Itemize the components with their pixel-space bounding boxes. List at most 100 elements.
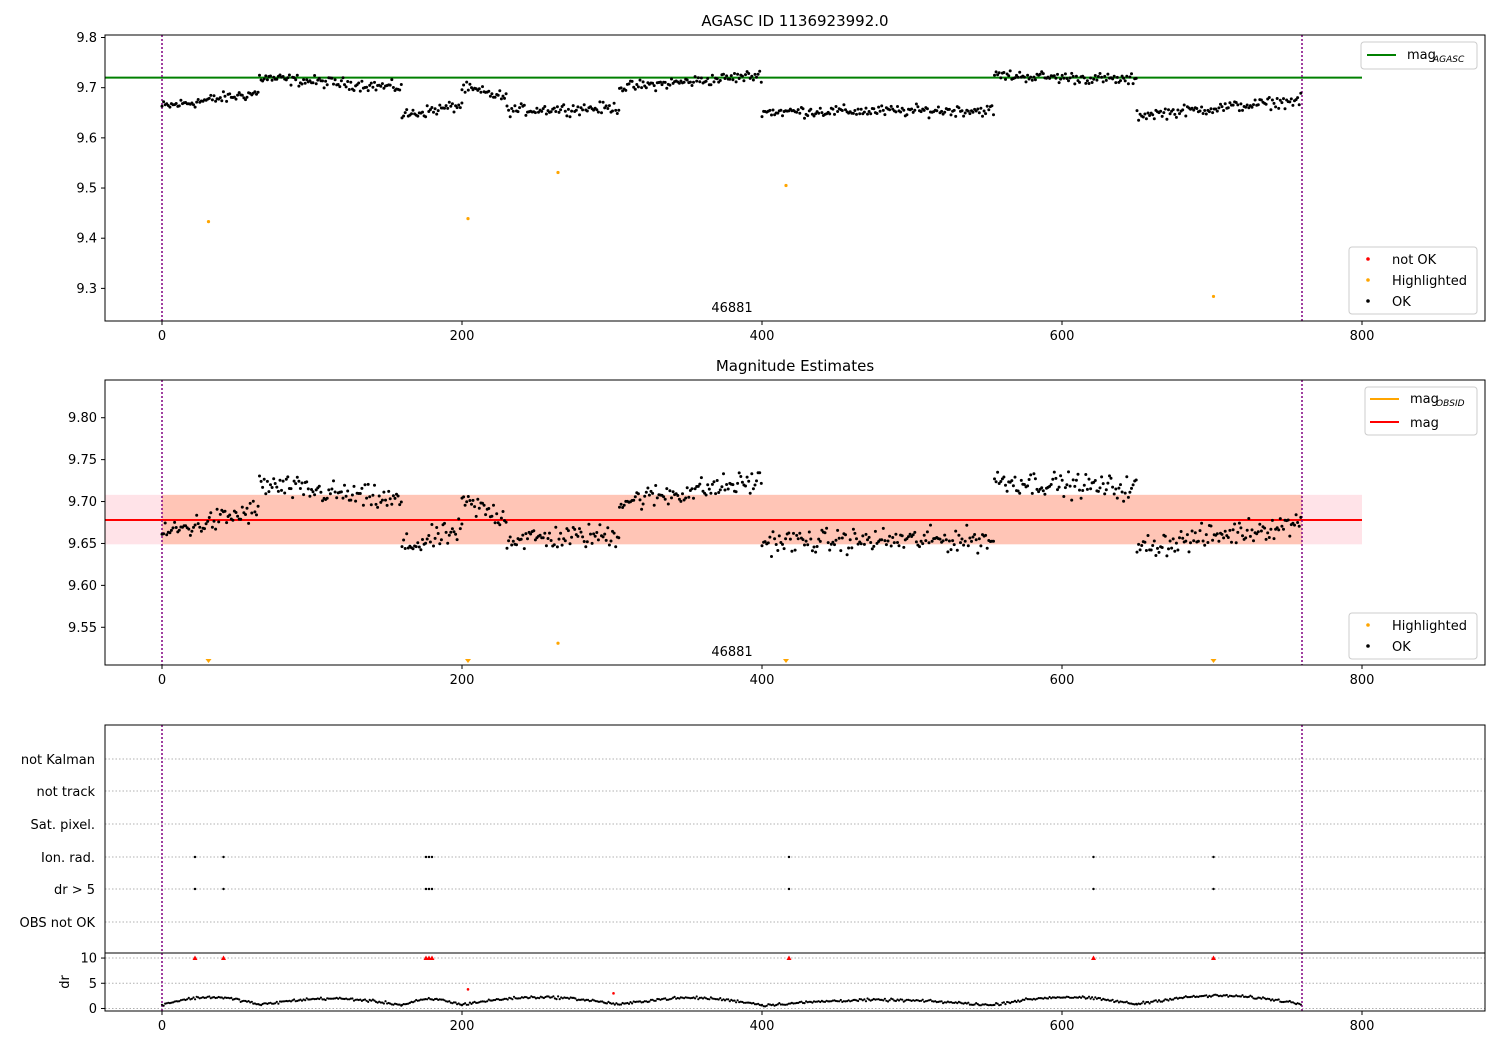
- dr-point: [349, 997, 352, 1000]
- ok-point: [985, 546, 989, 550]
- ok-point: [598, 523, 602, 527]
- ok-point: [748, 76, 752, 80]
- ok-point: [718, 79, 722, 82]
- ok-point: [1294, 513, 1298, 517]
- ok-point: [1057, 485, 1061, 489]
- ok-point: [1184, 114, 1188, 118]
- ok-point: [1137, 118, 1141, 122]
- ok-point: [193, 105, 197, 109]
- dr-point: [643, 1000, 646, 1003]
- ok-point: [1120, 490, 1124, 494]
- ok-point: [880, 538, 884, 542]
- dr-point: [863, 998, 866, 1001]
- ok-point: [1051, 477, 1055, 481]
- ok-point: [173, 520, 177, 524]
- ok-point: [1289, 97, 1293, 101]
- ok-point: [685, 78, 689, 82]
- ok-point: [718, 488, 722, 492]
- dr-point: [990, 1004, 994, 1007]
- ok-point: [1071, 478, 1075, 482]
- ok-point: [886, 539, 890, 543]
- ok-point: [596, 110, 600, 114]
- ok-point: [896, 541, 899, 544]
- dr-point: [1012, 1000, 1015, 1003]
- ok-point: [253, 510, 257, 514]
- ok-point: [496, 93, 500, 97]
- ok-point: [1269, 108, 1273, 112]
- ok-point: [507, 108, 511, 112]
- ok-point: [831, 540, 835, 544]
- ok-point: [447, 100, 451, 104]
- ok-point: [174, 102, 178, 105]
- ok-point: [1098, 486, 1102, 490]
- ok-point: [1115, 496, 1119, 500]
- ok-point: [278, 73, 282, 77]
- dr-point: [1009, 1002, 1012, 1005]
- dr-point: [1274, 998, 1277, 1001]
- ok-point: [538, 533, 542, 537]
- ok-point: [1248, 534, 1252, 538]
- ok-point: [344, 494, 348, 498]
- ok-point: [196, 98, 200, 101]
- dr-point: [968, 1003, 972, 1006]
- ok-point: [936, 105, 940, 109]
- ok-point: [1165, 554, 1169, 558]
- ok-point: [218, 96, 222, 100]
- ok-point: [740, 480, 744, 484]
- dr-point: [987, 1004, 990, 1007]
- ok-point: [858, 112, 862, 116]
- ok-point: [925, 107, 929, 111]
- dr-point: [727, 998, 730, 1001]
- dr-not-ok-point: [612, 992, 615, 995]
- ok-point: [573, 527, 577, 531]
- dr-point: [1184, 995, 1187, 998]
- ok-point: [300, 82, 304, 86]
- ok-point: [984, 112, 988, 116]
- dr-point: [359, 998, 362, 1001]
- ok-point: [255, 92, 258, 96]
- dr-point: [523, 995, 527, 999]
- ok-point: [411, 547, 415, 551]
- dr-point: [1183, 996, 1186, 999]
- ok-point: [466, 88, 470, 92]
- ok-point: [341, 76, 345, 80]
- highlighted-offscale-marker: [1210, 659, 1217, 663]
- dr-point: [1004, 1003, 1007, 1006]
- ok-point: [870, 547, 874, 551]
- dr-point: [440, 998, 443, 1001]
- dr-point: [367, 1000, 370, 1004]
- ok-point: [382, 490, 386, 494]
- ok-point: [579, 106, 583, 110]
- dr-point: [694, 997, 697, 1000]
- ok-point: [1283, 107, 1287, 111]
- dr-point: [1128, 1002, 1131, 1005]
- ok-point: [566, 529, 570, 533]
- ok-point: [1201, 539, 1205, 543]
- ok-point: [403, 111, 407, 115]
- ok-point: [994, 70, 998, 74]
- ok-point: [984, 533, 988, 537]
- dr-point: [289, 1000, 293, 1003]
- axes-frame: [104, 34, 1486, 322]
- ok-point: [1228, 528, 1232, 532]
- ok-point: [737, 471, 741, 475]
- dr-point: [464, 1002, 467, 1005]
- flag-point: [1212, 887, 1215, 891]
- ok-point: [317, 76, 321, 80]
- dr-point: [550, 996, 553, 999]
- ok-point: [731, 483, 735, 487]
- ok-point: [433, 536, 437, 540]
- dr-point: [1216, 994, 1219, 997]
- dr-point: [1106, 998, 1109, 1001]
- ok-point: [295, 475, 299, 479]
- ok-point: [346, 489, 350, 493]
- ok-point: [455, 538, 459, 542]
- ok-point: [1245, 528, 1249, 532]
- ok-point: [492, 503, 495, 507]
- ok-point: [611, 109, 614, 113]
- ok-point: [543, 531, 547, 535]
- ok-point: [668, 489, 672, 493]
- dr-point: [920, 999, 923, 1002]
- flag-label: not track: [36, 785, 95, 800]
- ok-point: [419, 548, 423, 552]
